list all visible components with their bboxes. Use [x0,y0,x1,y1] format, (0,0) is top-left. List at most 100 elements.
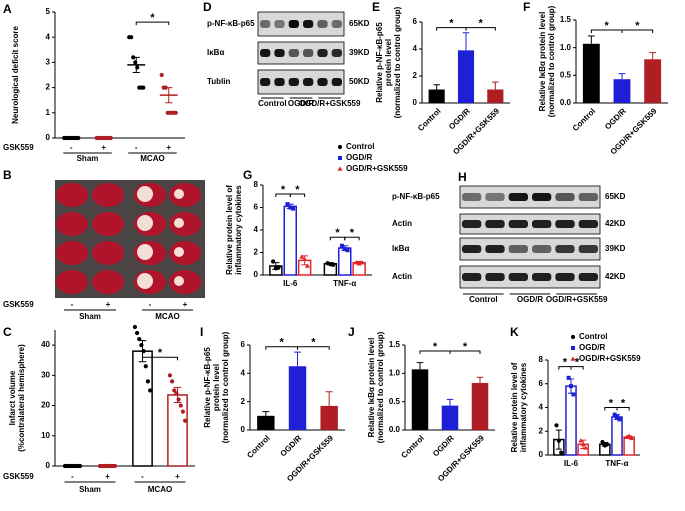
y-tick-label: 2 [413,71,418,80]
x-tick-label: - [141,472,144,481]
y-axis-label: inflammatory cytokines [234,185,243,275]
y-tick-label: 5 [46,7,51,16]
blot-strip [459,265,601,289]
significance-label: * [635,20,640,32]
bar [457,50,475,103]
group-label: MCAO [140,154,164,163]
data-point [571,392,576,397]
blot-band [288,20,299,28]
significance-bracket [297,346,330,350]
y-tick-label: 0 [241,425,246,434]
brain-slice [56,212,88,236]
blot-band [508,220,528,228]
y-axis-label: (normalized to control group) [376,331,385,443]
bar [428,89,445,103]
y-axis-label: Relative p-NF-κB-p65 [375,22,384,103]
data-point [569,384,573,389]
brain-slice [92,270,124,294]
infarct-region [174,247,184,257]
y-tick-label: 0 [254,270,259,279]
data-point [356,261,362,266]
significance-bracket [621,29,654,33]
data-point [624,434,630,439]
group-label: Sham [79,485,101,494]
blot-row-label: IκBα [392,244,409,253]
significance-label: * [575,357,580,369]
error-bar [618,73,626,80]
data-point [285,202,290,207]
bar [471,382,489,430]
data-point [163,85,168,90]
significance-bracket [142,356,178,361]
data-point [566,375,571,380]
data-point [108,135,113,141]
infarct-region [137,186,153,202]
bar [320,405,338,430]
significance-label: * [479,18,484,30]
brain-slice [169,212,201,236]
significance-label: * [350,227,355,239]
data-point [141,85,146,90]
y-axis-label: Relative IκBα protein level [367,338,376,438]
group-label: OGD/R [288,99,314,108]
blot-band [508,245,528,253]
blot-band [485,245,505,253]
y-tick-label: 0 [46,461,51,470]
blot-size-label: 50KD [349,77,370,86]
legend-marker [337,166,343,171]
y-tick-label: 0.5 [560,70,572,79]
blot-band [317,49,328,57]
significance-bracket [449,350,481,354]
data-point [137,336,142,342]
blot-size-label: 39KD [349,48,370,57]
panel-label: J [348,325,355,339]
blot-band [508,193,528,201]
error-bar [587,35,595,44]
legend-label: OGD/R [346,153,372,162]
data-point [359,260,365,265]
x-tick-label: - [135,143,138,152]
row-label: GSK559 [3,300,34,309]
blot-band [578,273,598,281]
y-tick-label: 6 [413,17,418,26]
data-point [291,206,296,211]
legend-marker [570,356,576,361]
data-point [304,263,310,268]
data-point [167,373,173,378]
blot-band [578,193,598,201]
blot-band [288,78,299,86]
panel-label: B [3,168,12,182]
group-label: OGD/R+GSK559 [299,99,361,108]
x-tick-label: + [106,300,111,309]
data-point [169,379,175,384]
y-tick-label: 30 [41,370,50,379]
data-point [132,324,138,330]
data-point [112,463,118,469]
blot-band [331,49,342,57]
infarct-region [174,276,184,286]
infarct-region [174,218,184,228]
blot-band [578,220,598,228]
y-axis-label: inflammatory cytokines [519,362,528,452]
y-axis-label: Infarct volume [8,370,17,425]
y-tick-label: 8 [254,180,259,189]
data-point [77,463,83,469]
bar [582,43,600,103]
blot-band [462,193,482,201]
x-tick-label: TNF-α [333,279,356,288]
significance-label: * [281,184,286,196]
x-tick-label: OGD/R [603,106,628,131]
error-bar [446,398,454,406]
blot-band [303,78,314,86]
blot-row-label: Actin [392,219,412,228]
blot-strip [459,237,601,261]
x-tick-label: Control [571,107,597,133]
panel-label: D [203,0,212,14]
y-tick-label: 1 [46,108,51,117]
panel-label: G [243,168,252,182]
data-point [134,330,140,336]
blot-band [260,20,271,28]
y-tick-label: 20 [41,401,50,410]
legend-marker [337,144,343,150]
blot-size-label: 39KD [605,244,626,253]
